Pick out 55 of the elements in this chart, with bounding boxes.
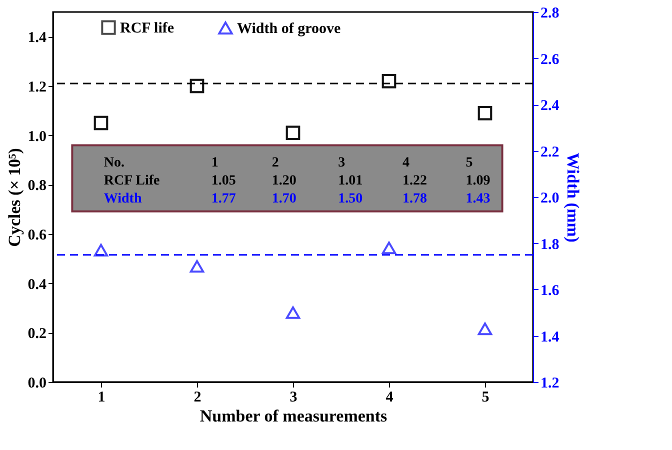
- point: [286, 306, 300, 319]
- annotation: No.: [104, 156, 125, 171]
- point: [382, 74, 396, 88]
- annotation: 1.50: [338, 191, 363, 206]
- y2-tick-label: 2.6: [540, 52, 560, 68]
- x-tick-label: 5: [482, 390, 490, 406]
- point: [478, 106, 492, 120]
- y2-tick-label: 2.8: [540, 6, 560, 22]
- y2-tick-label: 1.2: [540, 376, 560, 392]
- y2-tick-label: 2.2: [540, 144, 560, 160]
- annotation: 4: [402, 156, 410, 171]
- annotation: 2: [272, 156, 279, 171]
- y-tick-label: 1.4: [28, 30, 47, 46]
- point: [94, 116, 108, 130]
- legend-label: Width of groove: [237, 21, 341, 38]
- y2-tick-label: 1.6: [540, 283, 560, 299]
- point: [190, 260, 204, 273]
- x-tick-label: 3: [290, 390, 298, 406]
- annotation: 1.43: [466, 191, 490, 206]
- y2-tick-label: 1.4: [540, 329, 560, 346]
- x-tick-label: 1: [98, 390, 106, 406]
- legend-label: RCF life: [120, 20, 174, 37]
- x-axis-title: Number of measurements: [200, 406, 388, 426]
- annotation: 1: [211, 156, 218, 171]
- annotation: 1.77: [211, 191, 236, 206]
- y-tick-label: 0.0: [28, 376, 46, 392]
- y2-tick-label: 2.0: [540, 190, 560, 206]
- annotation: 1.09: [466, 174, 490, 189]
- annotation: RCF Life: [104, 174, 160, 189]
- annotation: 5: [466, 156, 473, 171]
- annotation: 1.22: [402, 174, 427, 189]
- annotation: 3: [338, 156, 346, 171]
- y-tick-label: 0.2: [28, 326, 46, 342]
- y-tick-label: 0.8: [28, 178, 46, 194]
- y2-tick-label: 2.4: [540, 98, 560, 114]
- y-tick-label: 0.4: [28, 276, 47, 293]
- point: [94, 244, 108, 256]
- annotation: 1.01: [338, 174, 363, 189]
- x-tick-label: 4: [386, 390, 394, 406]
- y-tick-label: 0.6: [28, 228, 47, 244]
- annotation: Width: [104, 191, 142, 206]
- point: [286, 126, 300, 140]
- y-tick-label: 1.0: [28, 128, 46, 145]
- point: [190, 78, 204, 94]
- point: [382, 242, 396, 254]
- x-tick-label: 2: [194, 390, 202, 406]
- y-tick-label: 1.2: [28, 80, 46, 96]
- y-axis-title: Cycles (× 10⁵): [4, 148, 24, 247]
- y2-tick-label: 1.8: [540, 236, 560, 253]
- annotation: 1.05: [211, 174, 236, 189]
- annotation: 1.70: [272, 191, 296, 206]
- annotation: 1.20: [272, 174, 296, 189]
- y2-axis-title: Width (mm): [563, 152, 582, 242]
- annotation: 1.78: [402, 191, 427, 206]
- point: [478, 322, 492, 336]
